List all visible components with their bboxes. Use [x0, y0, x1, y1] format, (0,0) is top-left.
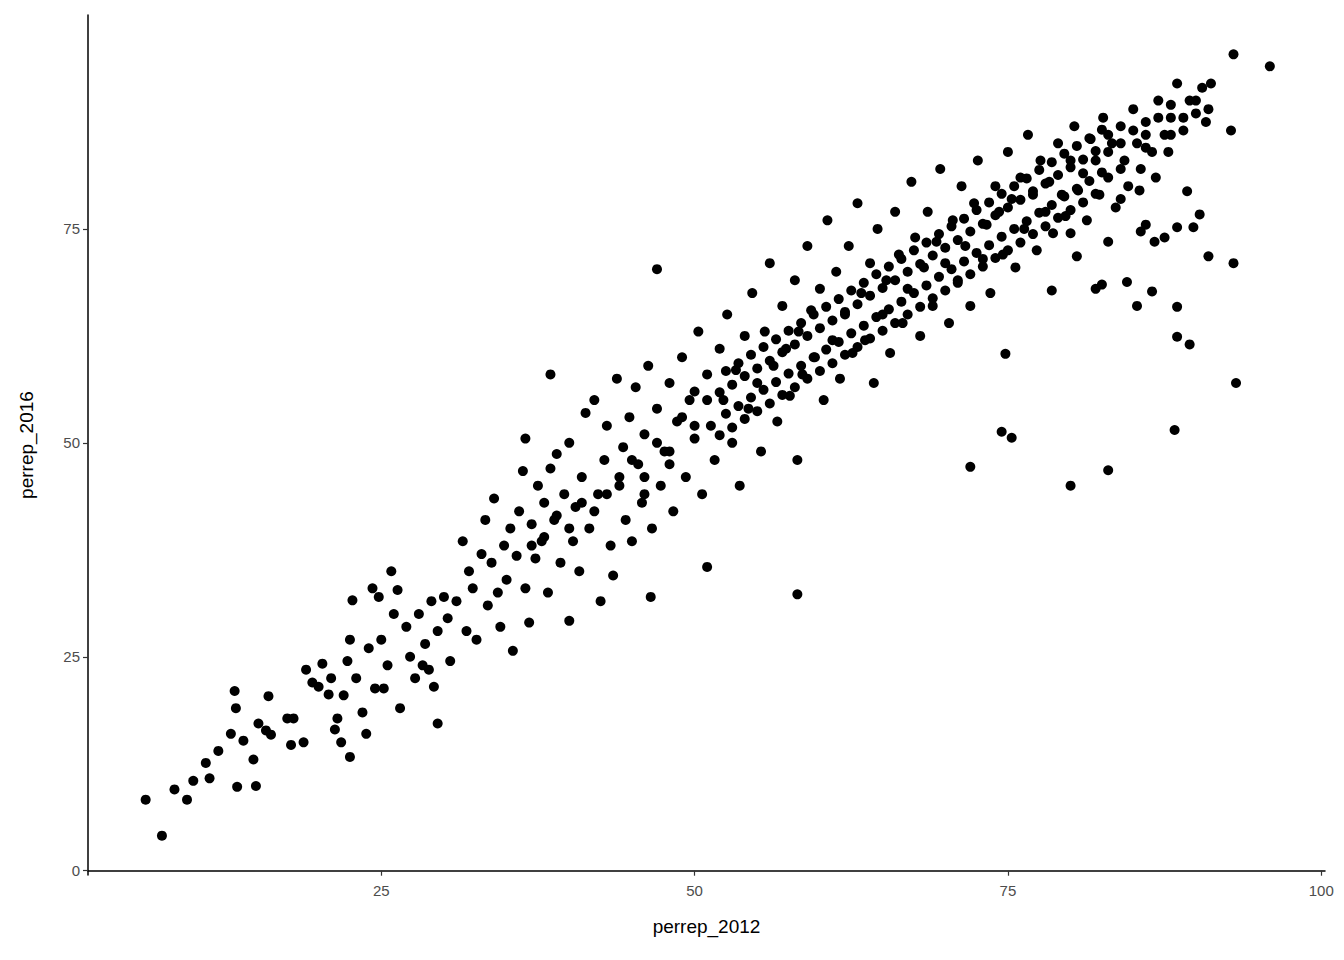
svg-text:75: 75 — [63, 220, 80, 237]
svg-text:50: 50 — [686, 882, 703, 899]
svg-text:75: 75 — [1000, 882, 1017, 899]
svg-text:25: 25 — [63, 648, 80, 665]
svg-text:100: 100 — [1309, 882, 1334, 899]
svg-text:0: 0 — [72, 862, 80, 879]
svg-text:50: 50 — [63, 434, 80, 451]
svg-text:25: 25 — [373, 882, 390, 899]
svg-text:perrep_2016: perrep_2016 — [16, 391, 38, 499]
svg-text:perrep_2012: perrep_2012 — [653, 916, 761, 938]
